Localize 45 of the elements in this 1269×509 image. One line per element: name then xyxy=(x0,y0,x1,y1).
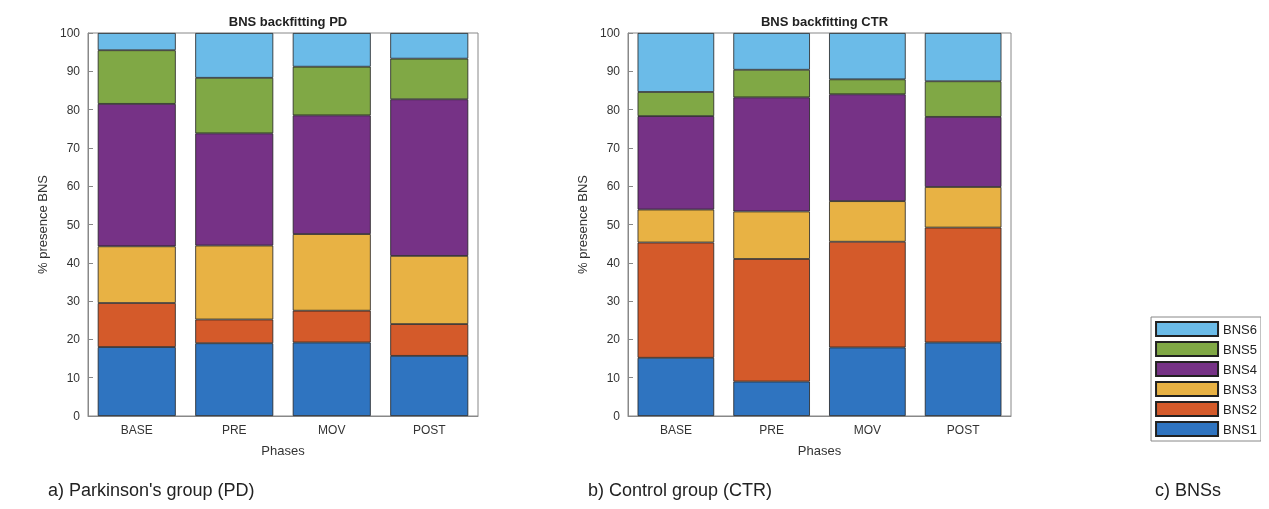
y-tick-label: 20 xyxy=(66,332,81,347)
y-tick-label: 50 xyxy=(66,217,81,232)
y-tick-label: 60 xyxy=(66,179,81,194)
y-tick-label: 100 xyxy=(59,26,81,40)
legend-label: BNS2 xyxy=(1223,401,1258,417)
x-tick-label: PRE xyxy=(759,423,784,437)
y-tick-label: 70 xyxy=(66,140,81,155)
y-tick-label: 80 xyxy=(66,102,81,117)
y-tick-label: 80 xyxy=(606,102,621,117)
y-tick-label: 60 xyxy=(606,179,621,194)
y-tick-label: 30 xyxy=(66,294,81,309)
y-axis-title: % presence BNS xyxy=(575,174,591,274)
y-tick-label: 40 xyxy=(606,255,621,270)
chart-title: BNS backfitting PD xyxy=(228,14,348,29)
legend-label: BNS1 xyxy=(1223,421,1258,437)
y-tick-label: 10 xyxy=(66,370,81,385)
x-tick-label: MOV xyxy=(318,423,346,437)
x-tick-label: PRE xyxy=(221,423,247,437)
y-tick-label: 30 xyxy=(606,294,621,309)
legend-label: BNS3 xyxy=(1223,381,1258,397)
x-tick-label: BASE xyxy=(659,423,692,437)
y-tick-label: 0 xyxy=(613,409,621,423)
x-axis-title: Phases xyxy=(797,443,842,458)
y-tick-label: 50 xyxy=(606,217,621,232)
legend-label: BNS5 xyxy=(1223,341,1258,357)
y-axis-title: % presence BNS xyxy=(35,174,51,274)
x-tick-label: POST xyxy=(946,423,981,437)
chart-title: BNS backfitting CTR xyxy=(760,14,889,29)
y-tick-label: 70 xyxy=(606,140,621,155)
text: b) Control group (CTR) xyxy=(588,480,773,500)
x-axis-title: Phases xyxy=(261,443,306,458)
y-tick-label: 20 xyxy=(606,332,621,347)
y-tick-label: 90 xyxy=(66,64,81,79)
y-tick-label: 90 xyxy=(606,64,621,79)
y-tick-label: 0 xyxy=(73,409,81,423)
legend-label: BNS4 xyxy=(1223,361,1258,377)
text: c) BNSs xyxy=(1154,480,1222,500)
y-tick-label: 10 xyxy=(606,370,621,385)
x-tick-label: BASE xyxy=(120,423,153,437)
y-tick-label: 40 xyxy=(66,255,81,270)
y-tick-label: 100 xyxy=(599,26,621,40)
x-tick-label: MOV xyxy=(853,423,882,437)
x-tick-label: POST xyxy=(412,423,447,437)
legend-label: BNS6 xyxy=(1223,321,1258,337)
text: a) Parkinson's group (PD) xyxy=(48,480,255,500)
